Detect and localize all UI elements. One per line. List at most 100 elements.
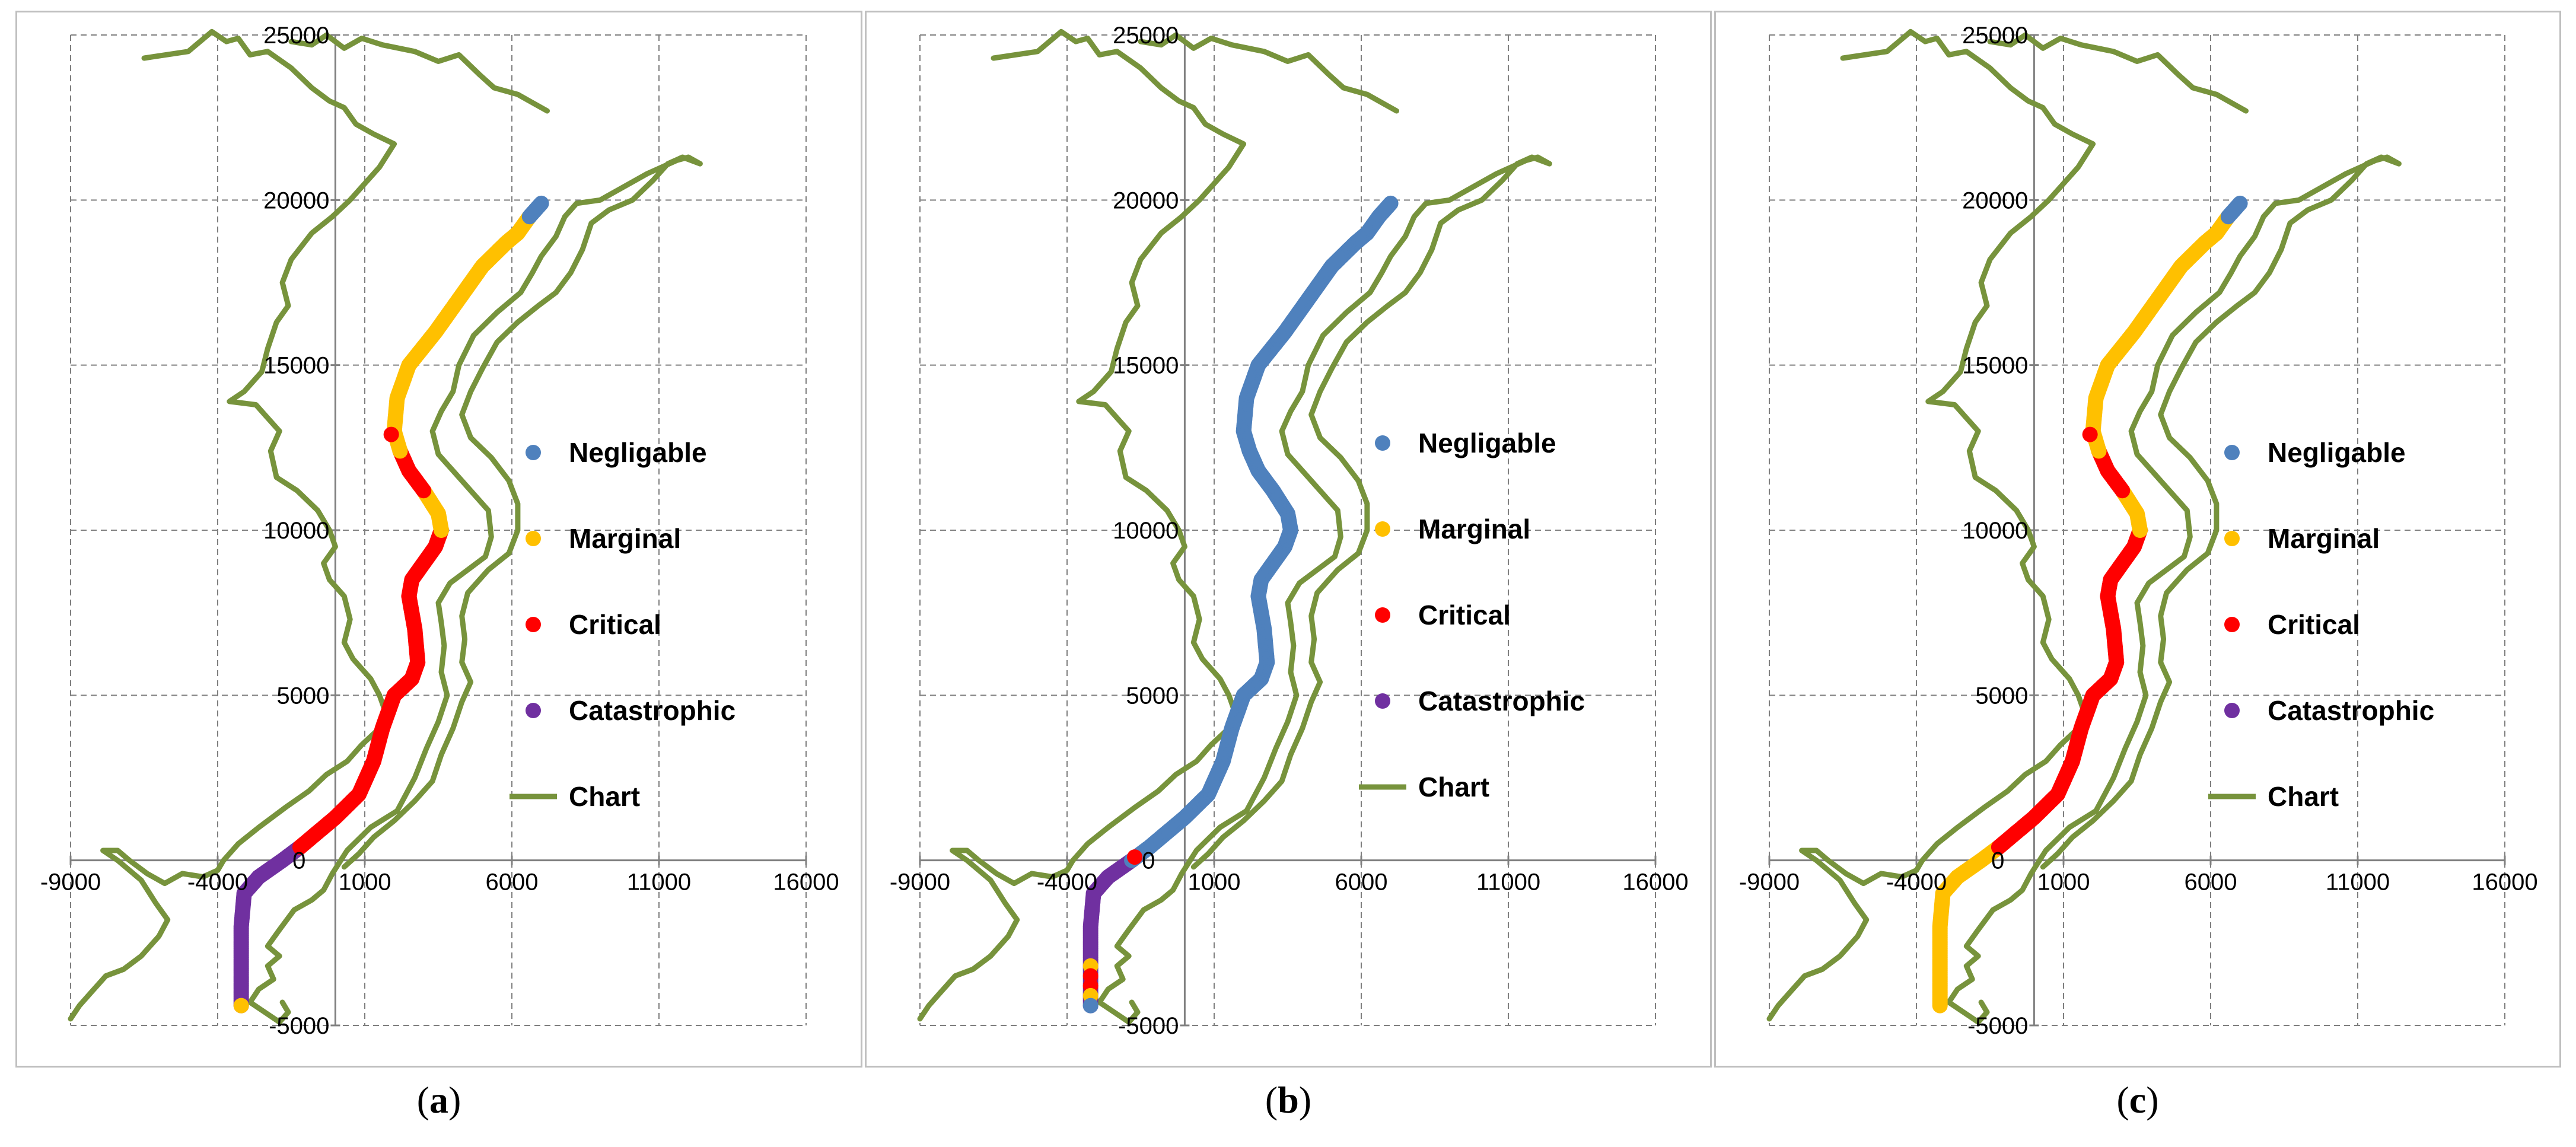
x-tick-label: 1000 [2037, 869, 2090, 896]
y-tick-label: 5000 [276, 683, 329, 709]
route-point-marker [1127, 849, 1143, 865]
route-segment-negligable [2220, 195, 2248, 225]
y-tick-label: 0 [1142, 848, 1155, 874]
route-point-marker [233, 998, 249, 1014]
caption-c-label: c [2129, 1079, 2147, 1121]
legend-swatch-dot [1375, 607, 1390, 623]
legend-swatch-dot [526, 617, 541, 632]
x-tick-label: -9000 [890, 869, 950, 896]
legend: Negligable Marginal Critical Catastrophic Ch… [2208, 437, 2434, 812]
route-point [533, 195, 549, 211]
scatter-chart-b: -9000 -4000 1000 6000 11000 16000 -5000 0 5000 10… [890, 23, 1689, 1039]
chart-series-coastline [1766, 28, 2096, 1022]
legend-label: Chart [1418, 772, 1489, 802]
x-tick-label: -9000 [1739, 869, 1800, 896]
x-tick-label: 6000 [486, 869, 539, 896]
chart-series-coastline [247, 154, 703, 1025]
x-tick-label: 6000 [1335, 869, 1388, 896]
y-tick-label: 10000 [263, 518, 329, 544]
legend-label: Critical [2268, 609, 2360, 640]
y-tick-label: 15000 [1113, 353, 1179, 379]
route-point [1383, 195, 1399, 211]
y-tick-label: 25000 [263, 23, 329, 49]
chart-series-coastline [68, 28, 397, 1022]
x-tick-label: -4000 [1037, 869, 1097, 896]
x-tick-label: 11000 [627, 869, 691, 896]
route-segment-negligable [1124, 195, 1399, 868]
legend: Negligable Marginal Critical Catastrophic Ch… [1359, 428, 1585, 802]
y-tick-label: 0 [292, 848, 305, 874]
route-point-marker [2082, 426, 2098, 442]
y-tick-label: 5000 [1126, 683, 1179, 709]
route-segment-critical [1991, 522, 2148, 855]
y-tick-label: -5000 [269, 1013, 329, 1039]
caption-b-label: b [1278, 1079, 1299, 1121]
y-tick-label: 10000 [1962, 518, 2028, 544]
chart-series-coastline [917, 28, 1247, 1022]
x-tick-label: -4000 [187, 869, 248, 896]
caption-c: (c) [2116, 1079, 2159, 1121]
legend-label: Catastrophic [2268, 695, 2434, 726]
gridlines [919, 34, 1656, 1026]
legend-swatch-dot [2224, 617, 2240, 632]
legend-swatch-dot [1375, 521, 1390, 537]
legend-label: Negligable [1418, 428, 1556, 458]
legend-swatch-dot [1375, 435, 1390, 451]
route-segment-negligable [521, 195, 549, 225]
x-tick-label: 16000 [1622, 869, 1688, 896]
legend-label: Negligable [2268, 437, 2406, 468]
chart-series-coastline [1097, 154, 1552, 1025]
x-tick-label: 6000 [2185, 869, 2237, 896]
x-tick-label: 11000 [2326, 869, 2390, 896]
legend: Negligable Marginal Critical Catastrophic Ch… [510, 437, 735, 812]
x-tick-label: 11000 [1476, 869, 1540, 896]
scatter-chart-c: -9000 -4000 1000 6000 11000 16000 -5000 0 5000 10… [1739, 23, 2538, 1039]
y-tick-label: 25000 [1962, 23, 2028, 49]
x-tick-label: -4000 [1886, 869, 1947, 896]
y-tick-label: 0 [1991, 848, 2004, 874]
caption-a-label: a [429, 1079, 448, 1121]
chart-panel-b: -9000 -4000 1000 6000 11000 16000 -5000 0 5000 10… [865, 11, 1712, 1068]
legend-label: Negligable [569, 437, 707, 468]
route-point-marker [1082, 998, 1098, 1014]
chart-panel-c: -9000 -4000 1000 6000 11000 16000 -5000 0 5000 10… [1714, 11, 2561, 1068]
legend-label: Chart [569, 781, 640, 812]
x-tick-label: 1000 [1188, 869, 1241, 896]
y-tick-label: 15000 [263, 353, 329, 379]
scatter-chart-a: -9000 -4000 1000 6000 11000 16000 -5000 0 5000 10… [40, 23, 839, 1039]
route-segment-marginal [2085, 209, 2236, 459]
legend-swatch-dot [2224, 703, 2240, 718]
legend-label: Critical [569, 609, 661, 640]
chart-panel-a: -9000 -4000 1000 6000 11000 16000 -5000 0 5000 10… [15, 11, 862, 1068]
y-tick-label: 25000 [1113, 23, 1179, 49]
legend-swatch-dot [526, 445, 541, 460]
legend-label: Marginal [569, 523, 681, 554]
y-tick-label: 20000 [1113, 187, 1179, 214]
x-tick-label: 1000 [339, 869, 391, 896]
y-tick-label: 20000 [263, 187, 329, 214]
x-tick-label: 16000 [2472, 869, 2537, 896]
legend-swatch-dot [2224, 531, 2240, 546]
legend-label: Chart [2268, 781, 2339, 812]
chart-series-coastline [1946, 154, 2402, 1025]
chart-series-coastline [288, 32, 550, 114]
y-tick-label: -5000 [1967, 1013, 2028, 1039]
chart-series-coastline [1138, 32, 1399, 114]
y-tick-label: 15000 [1962, 353, 2028, 379]
route-point-marker [383, 426, 399, 442]
route-segment-marginal [1932, 839, 2007, 1014]
caption-b: (b) [1265, 1079, 1312, 1121]
y-tick-label: -5000 [1118, 1013, 1179, 1039]
y-tick-label: 5000 [1975, 683, 2028, 709]
legend-label: Marginal [2268, 523, 2380, 554]
x-tick-label: -9000 [40, 869, 101, 896]
legend-label: Marginal [1418, 514, 1530, 544]
caption-a: (a) [416, 1079, 461, 1121]
y-tick-label: 10000 [1113, 518, 1179, 544]
y-tick-label: 20000 [1962, 187, 2028, 214]
x-tick-label: 16000 [773, 869, 839, 896]
legend-label: Critical [1418, 600, 1511, 630]
legend-label: Catastrophic [1418, 686, 1585, 716]
legend-swatch-dot [526, 703, 541, 718]
route-point [2232, 195, 2248, 211]
